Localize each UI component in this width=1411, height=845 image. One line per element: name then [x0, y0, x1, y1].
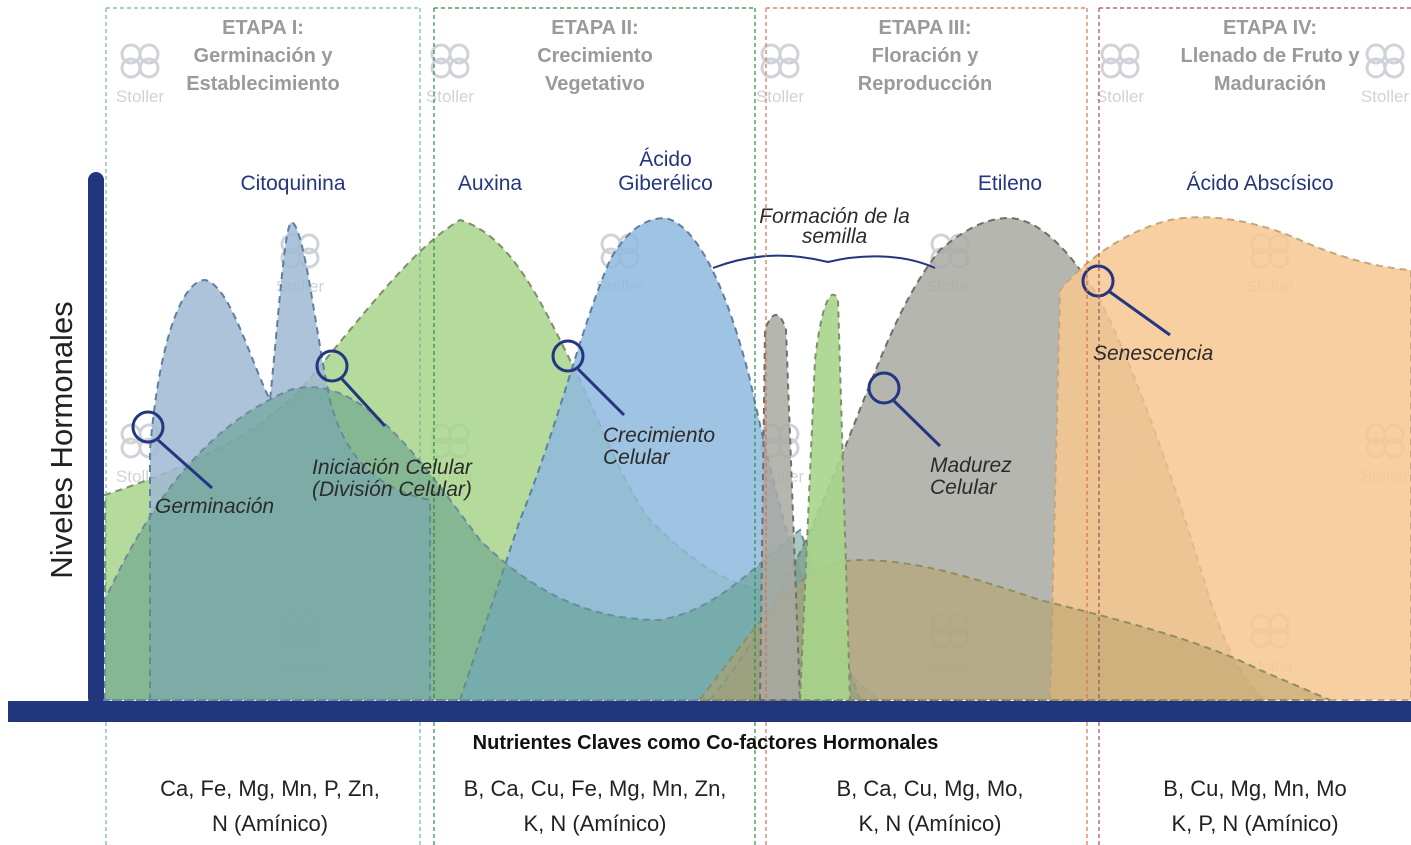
- stage-3-label: ETAPA III:: [878, 17, 972, 39]
- citoquinina-label: Citoquinina: [240, 172, 346, 195]
- stage-2-title: ETAPA II: Crecimiento Vegetativo: [435, 14, 755, 98]
- stoller-watermark: Stoller: [756, 43, 805, 106]
- stage-3-title: ETAPA III: Floración y Reproducción: [765, 14, 1085, 98]
- giberelico-label: Ácido Giberélico: [618, 148, 713, 195]
- auxina-label: Auxina: [457, 172, 523, 195]
- stoller-watermark: Stoller: [1361, 43, 1410, 106]
- stage-4-title: ETAPA IV: Llenado de Fruto y Maduración: [1110, 14, 1411, 98]
- svg-text:Stoller: Stoller: [1096, 87, 1145, 106]
- stage-3-nutrients-line1: B, Ca, Cu, Mg, Mo,: [836, 776, 1024, 801]
- citoquinina-base: [104, 386, 862, 701]
- germinacion-marker: [131, 410, 213, 490]
- stage-1-name: Germinación y Establecimiento: [186, 45, 340, 95]
- stage-4-nutrients-line2: K, P, N (Amínico): [1171, 811, 1339, 836]
- svg-text:Stoller: Stoller: [1361, 87, 1410, 106]
- stage-2-nutrients-line1: B, Ca, Cu, Fe, Mg, Mn, Zn,: [463, 776, 727, 801]
- germinacion-label: Germinación: [155, 495, 275, 518]
- crecimiento-label: Crecimiento Celular: [603, 424, 716, 469]
- crecimiento-marker: [551, 339, 626, 417]
- abscisico-curve: [1048, 216, 1411, 701]
- stage-4-nutrients: B, Cu, Mg, Mn, Mo K, P, N (Amínico): [1095, 771, 1411, 841]
- y-axis-title: Niveles Hormonales: [44, 301, 79, 579]
- stage-1-nutrients: Ca, Fe, Mg, Mn, P, Zn, N (Amínico): [110, 771, 430, 841]
- stage-1-title: ETAPA I: Germinación y Establecimiento: [103, 14, 423, 98]
- abscisico-label: Ácido Abscísico: [1186, 172, 1334, 195]
- stage-4-label: ETAPA IV:: [1222, 17, 1318, 39]
- semilla-bracket: [712, 254, 936, 269]
- stage-1-label: ETAPA I:: [222, 17, 304, 39]
- stage-2-nutrients-line2: K, N (Amínico): [523, 811, 667, 836]
- stage-4-name: Llenado de Fruto y Maduración: [1180, 45, 1360, 95]
- stage-3-name: Floración y Reproducción: [857, 45, 993, 95]
- svg-text:Stoller: Stoller: [756, 87, 805, 106]
- y-axis: [88, 172, 104, 706]
- etileno-base: [698, 558, 1331, 701]
- semilla-label: Formación de la semilla: [759, 205, 910, 248]
- senescencia-marker: [1081, 264, 1171, 337]
- auxina-small-peak: [798, 293, 852, 701]
- stoller-watermark: Stoller: [116, 43, 165, 106]
- svg-text:Stoller: Stoller: [116, 87, 165, 106]
- stage-2-nutrients: B, Ca, Cu, Fe, Mg, Mn, Zn, K, N (Amínico…: [435, 771, 755, 841]
- stoller-watermark: Stoller: [426, 43, 475, 106]
- stage-3-nutrients-line2: K, N (Amínico): [858, 811, 1002, 836]
- senescencia-label: Senescencia: [1093, 342, 1214, 365]
- madurez-marker: [867, 371, 942, 448]
- stage-4-nutrients-line1: B, Cu, Mg, Mn, Mo: [1163, 776, 1347, 801]
- iniciacion-label: Iniciación Celular (División Celular): [312, 456, 472, 501]
- stage-3-nutrients: B, Ca, Cu, Mg, Mo, K, N (Amínico): [770, 771, 1090, 841]
- stage-2-label: ETAPA II:: [551, 17, 639, 39]
- svg-text:Stoller: Stoller: [426, 87, 475, 106]
- stage-1-nutrients-line1: Ca, Fe, Mg, Mn, P, Zn,: [160, 776, 380, 801]
- etileno-label: Etileno: [977, 172, 1043, 195]
- x-axis-title: Nutrientes Claves como Co-factores Hormo…: [472, 732, 939, 754]
- stage-2-name: Crecimiento Vegetativo: [537, 45, 653, 95]
- stoller-watermark: Stoller: [1096, 43, 1145, 106]
- stage-1-nutrients-line2: N (Amínico): [211, 811, 329, 836]
- madurez-label: Madurez Celular: [930, 454, 1012, 499]
- x-axis: [8, 701, 1411, 722]
- iniciacion-marker: [315, 349, 387, 428]
- etileno-small-peak: [758, 314, 802, 701]
